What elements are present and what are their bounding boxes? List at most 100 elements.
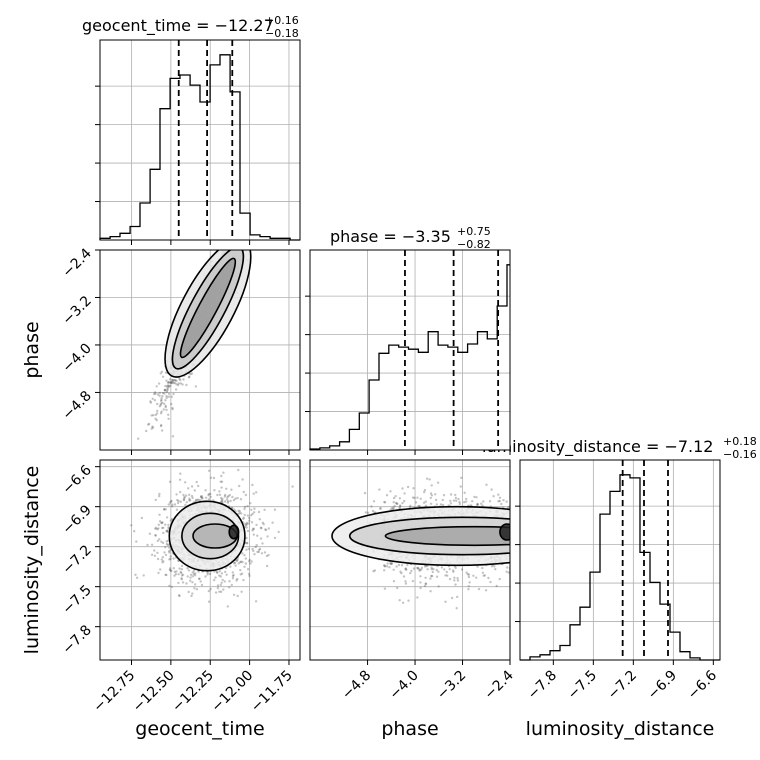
sample-point [154, 413, 157, 417]
sample-point [164, 546, 167, 549]
sample-point [429, 496, 432, 500]
sample-point [392, 496, 396, 500]
sample-point [165, 396, 168, 400]
sample-point [167, 385, 170, 388]
x-tick-label: −4.8 [339, 668, 374, 703]
sample-point [170, 569, 173, 573]
x-tick-label: −12.25 [169, 668, 217, 716]
sample-point [154, 534, 157, 537]
sample-point [153, 554, 157, 557]
sample-point [218, 493, 222, 496]
sample-point [160, 558, 163, 561]
sample-point [397, 563, 401, 567]
sample-point [456, 577, 459, 580]
sample-point [393, 504, 396, 508]
sample-point [515, 523, 517, 525]
sample-point [168, 546, 171, 549]
x-tick-label: −12.00 [208, 668, 256, 716]
sample-point [166, 530, 169, 533]
sample-point [258, 518, 261, 521]
sample-point [260, 527, 263, 530]
sample-point [190, 372, 194, 375]
sample-point [177, 573, 180, 576]
sample-point [164, 399, 167, 402]
sample-point [480, 502, 483, 505]
sample-point [255, 523, 258, 527]
sample-point [406, 485, 410, 489]
sample-point [156, 409, 159, 413]
sample-point [506, 506, 510, 509]
sample-point [419, 497, 422, 500]
sample-point [236, 246, 238, 248]
sample-point [229, 499, 232, 503]
sample-point [170, 505, 174, 508]
sample-point [246, 529, 250, 533]
sample-point [148, 532, 152, 535]
sample-point [439, 503, 443, 506]
sample-point [422, 501, 426, 504]
sample-point [224, 493, 227, 497]
sample-point [159, 424, 163, 428]
sample-point [398, 497, 402, 500]
sample-point [244, 246, 246, 248]
sample-point [190, 494, 194, 498]
sample-point [208, 469, 211, 472]
sample-point [200, 495, 203, 498]
sample-point [237, 562, 240, 565]
sample-point [161, 526, 164, 530]
sample-point [164, 404, 167, 407]
sample-point [244, 523, 247, 526]
sample-point [235, 243, 237, 245]
sample-point [167, 384, 170, 387]
contour-levels [168, 500, 246, 572]
sample-point [179, 378, 182, 382]
sample-point [161, 561, 164, 564]
sample-point [193, 489, 196, 492]
sample-point [437, 570, 440, 573]
sample-point [389, 561, 392, 565]
sample-point [238, 511, 241, 515]
sample-point [378, 488, 381, 491]
sample-point [169, 381, 173, 385]
sample-point [252, 492, 255, 495]
sample-point [160, 398, 163, 402]
sample-point [130, 524, 133, 527]
sample-point [165, 540, 168, 543]
sample-point [236, 496, 239, 500]
sample-point [254, 600, 258, 603]
sample-point [250, 521, 254, 524]
panel-frame [99, 249, 301, 451]
sample-point [258, 548, 261, 552]
sample-point [250, 560, 253, 563]
sample-point [452, 569, 455, 572]
sample-point [219, 583, 222, 587]
sample-point [426, 564, 429, 568]
sample-point [171, 380, 174, 383]
sample-point [191, 496, 194, 500]
sample-point [177, 499, 180, 503]
sample-point [156, 557, 160, 561]
sample-point [175, 508, 179, 511]
sample-point [164, 553, 168, 557]
sample-point [223, 580, 226, 583]
sample-point [213, 489, 216, 492]
sample-point [216, 584, 220, 587]
sample-point [513, 534, 515, 536]
sample-point [510, 527, 512, 529]
sample-point [192, 572, 196, 576]
sample-point [170, 517, 174, 521]
panel-background [100, 40, 300, 240]
sample-point [511, 537, 513, 539]
sample-point [244, 562, 247, 565]
sample-point [157, 523, 160, 526]
x-tick-label: −12.75 [90, 668, 138, 716]
sample-point [179, 570, 182, 574]
sample-point [409, 504, 412, 507]
sample-point [209, 492, 212, 496]
sample-point [221, 500, 224, 503]
sample-point [228, 245, 230, 247]
sample-point [247, 572, 251, 576]
sample-point [204, 496, 208, 499]
sample-point [249, 502, 252, 505]
sample-point [158, 494, 161, 498]
